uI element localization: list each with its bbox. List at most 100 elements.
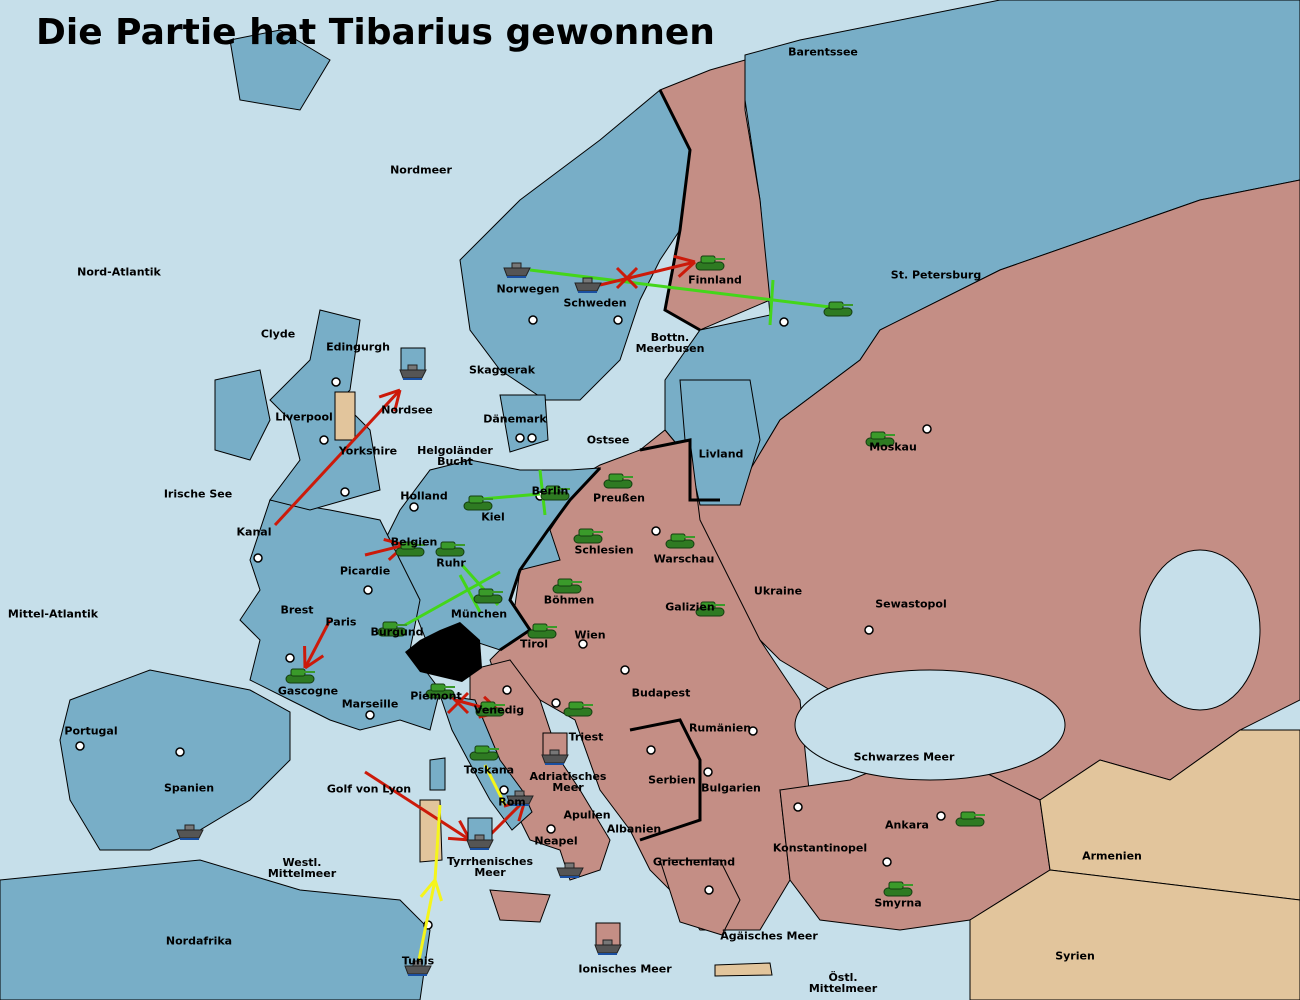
supply-center-icon bbox=[527, 433, 537, 443]
label-syrien: Syrien bbox=[1055, 949, 1095, 963]
army-tank-icon[interactable] bbox=[603, 473, 633, 489]
label-helgolaender-bucht: Helgoländer Bucht bbox=[417, 444, 493, 468]
label-portugal: Portugal bbox=[64, 724, 118, 738]
label-liverpool: Liverpool bbox=[275, 410, 333, 424]
supply-center-icon bbox=[936, 811, 946, 821]
army-tank-icon[interactable] bbox=[573, 528, 603, 544]
region-greece[interactable] bbox=[659, 859, 741, 936]
region-north-africa[interactable] bbox=[0, 859, 431, 1000]
label-ionisches-meer: Ionisches Meer bbox=[578, 962, 672, 976]
black-sea[interactable] bbox=[794, 669, 1066, 781]
army-tank-icon[interactable] bbox=[435, 541, 465, 557]
fleet-ship-icon[interactable] bbox=[503, 262, 531, 278]
supply-center-icon bbox=[528, 315, 538, 325]
region-balkans-austria[interactable] bbox=[489, 439, 811, 931]
move-order-arrow-head bbox=[378, 388, 401, 399]
region-iceland[interactable] bbox=[229, 29, 331, 111]
region-crete[interactable] bbox=[714, 962, 773, 977]
region-sicily[interactable] bbox=[489, 889, 551, 923]
region-yorkshire[interactable] bbox=[334, 391, 356, 441]
fleet-ship-icon[interactable] bbox=[541, 732, 569, 765]
convoy-order-line bbox=[483, 764, 507, 806]
label-griechenland: Griechenland bbox=[652, 855, 736, 869]
supply-center-icon bbox=[515, 433, 525, 443]
label-adriatisches-meer: Adriatisches Meer bbox=[529, 770, 607, 794]
label-schwarzes-meer: Schwarzes Meer bbox=[853, 750, 955, 764]
region-corsica[interactable] bbox=[429, 757, 446, 791]
label-norwegen: Norwegen bbox=[496, 282, 560, 296]
convoy-order-line bbox=[416, 879, 437, 966]
convoy-order-line-head bbox=[433, 879, 443, 902]
label-barentssee: Barentssee bbox=[788, 45, 858, 59]
supply-center-icon bbox=[651, 526, 661, 536]
army-tank-icon[interactable] bbox=[469, 745, 499, 761]
army-tank-icon[interactable] bbox=[563, 701, 593, 717]
army-tank-icon[interactable] bbox=[540, 485, 570, 501]
army-tank-icon[interactable] bbox=[552, 578, 582, 594]
supply-center-icon bbox=[365, 710, 375, 720]
label-clyde: Clyde bbox=[260, 327, 296, 341]
label-westl-mittelmeer: Westl. Mittelmeer bbox=[267, 856, 337, 880]
fleet-ship-icon[interactable] bbox=[506, 790, 534, 806]
support-order-line bbox=[404, 570, 501, 627]
supply-center-icon bbox=[748, 726, 758, 736]
region-syrien[interactable] bbox=[969, 869, 1300, 1000]
cut-marker bbox=[768, 279, 775, 326]
label-edingurgh: Edingurgh bbox=[326, 340, 390, 354]
label-boehmen: Böhmen bbox=[543, 593, 595, 607]
move-order-arrow-head bbox=[447, 836, 471, 842]
army-tank-icon[interactable] bbox=[865, 431, 895, 447]
fleet-ship-icon[interactable] bbox=[176, 824, 204, 840]
supply-center-icon bbox=[340, 487, 350, 497]
label-berlin: Berlin bbox=[531, 484, 569, 498]
army-tank-icon[interactable] bbox=[285, 668, 315, 684]
army-tank-icon[interactable] bbox=[955, 811, 985, 827]
fleet-ship-icon[interactable] bbox=[556, 862, 584, 878]
label-belgien: Belgien bbox=[390, 535, 438, 549]
region-ireland[interactable] bbox=[214, 369, 271, 461]
army-tank-icon[interactable] bbox=[463, 495, 493, 511]
move-order-arrow-head bbox=[677, 260, 697, 278]
move-order-arrow bbox=[303, 619, 332, 669]
label-brest: Brest bbox=[280, 603, 314, 617]
label-budapest: Budapest bbox=[631, 686, 691, 700]
army-tank-icon[interactable] bbox=[425, 683, 455, 699]
fleet-ship-icon[interactable] bbox=[404, 960, 432, 976]
label-finnland: Finnland bbox=[688, 273, 742, 287]
army-tank-icon[interactable] bbox=[665, 533, 695, 549]
label-gascogne: Gascogne bbox=[277, 684, 339, 698]
label-sewastopol: Sewastopol bbox=[875, 597, 947, 611]
label-bottn-meerbusen: Bottn. Meerbusen bbox=[635, 331, 705, 355]
label-ruhr: Ruhr bbox=[436, 556, 466, 570]
fleet-ship-icon[interactable] bbox=[594, 922, 622, 955]
region-iberia[interactable] bbox=[59, 669, 291, 851]
army-tank-icon[interactable] bbox=[527, 623, 557, 639]
fleet-ship-icon[interactable] bbox=[574, 277, 602, 293]
label-triest: Triest bbox=[568, 730, 604, 744]
label-kiel: Kiel bbox=[481, 510, 505, 524]
fleet-ship-icon[interactable] bbox=[466, 817, 494, 850]
supply-center-icon bbox=[546, 824, 556, 834]
army-tank-icon[interactable] bbox=[695, 255, 725, 271]
army-tank-icon[interactable] bbox=[475, 701, 505, 717]
move-order-arrow bbox=[599, 260, 696, 287]
army-tank-icon[interactable] bbox=[395, 541, 425, 557]
army-tank-icon[interactable] bbox=[695, 601, 725, 617]
army-tank-icon[interactable] bbox=[473, 588, 503, 604]
label-tunis: Tunis bbox=[401, 954, 435, 968]
army-tank-icon[interactable] bbox=[883, 881, 913, 897]
army-tank-icon[interactable] bbox=[823, 301, 853, 317]
label-smyrna: Smyrna bbox=[874, 896, 922, 910]
label-aegaeisches-meer: Ägäisches Meer bbox=[720, 929, 818, 943]
supply-center-icon bbox=[409, 502, 419, 512]
region-scandinavia[interactable] bbox=[459, 89, 691, 401]
region-britain[interactable] bbox=[269, 309, 381, 511]
supply-center-icon bbox=[285, 653, 295, 663]
label-neapel: Neapel bbox=[534, 834, 578, 848]
label-tyrrhenisches-meer: Tyrrhenisches Meer bbox=[446, 855, 534, 879]
move-order-arrow bbox=[364, 770, 471, 842]
army-tank-icon[interactable] bbox=[377, 621, 407, 637]
fleet-ship-icon[interactable] bbox=[399, 347, 427, 380]
support-order-line bbox=[529, 268, 831, 309]
